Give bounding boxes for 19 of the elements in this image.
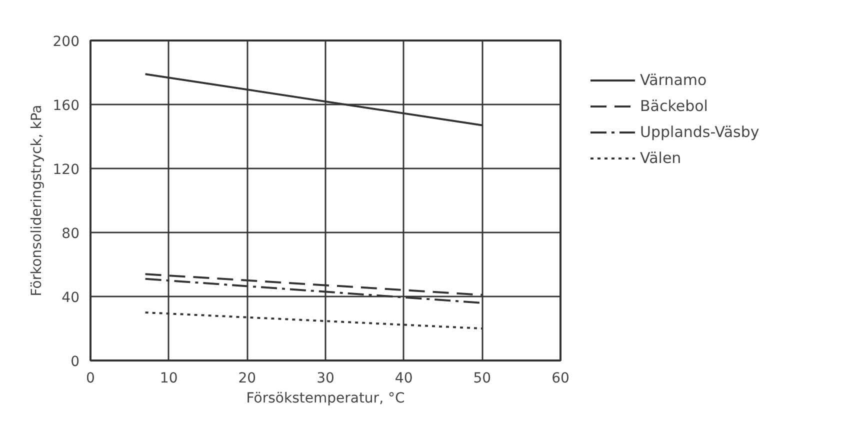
x-tick-label: 50 [473,370,492,386]
x-tick-label: 10 [160,370,178,386]
legend-label: Värnamo [640,71,707,89]
y-axis-title: Förkonsolideringstryck, kPa [28,104,45,296]
legend-label: Bäckebol [640,97,708,115]
y-tick-label: 80 [62,226,80,242]
y-tick-label: 160 [52,98,80,114]
x-tick-label: 0 [86,370,95,386]
legend-label: Upplands-Väsby [640,123,760,141]
x-tick-label: 40 [394,370,413,386]
x-tick-label: 20 [238,370,256,386]
y-tick-label: 200 [52,34,80,50]
legend-label: Välen [640,149,682,167]
y-tick-label: 0 [70,354,80,370]
x-tick-label: 30 [316,370,334,386]
x-tick-label: 60 [552,370,570,386]
y-tick-label: 120 [52,162,80,178]
y-tick-label: 40 [62,290,80,306]
x-axis-title: Försökstemperatur, °C [246,390,405,406]
